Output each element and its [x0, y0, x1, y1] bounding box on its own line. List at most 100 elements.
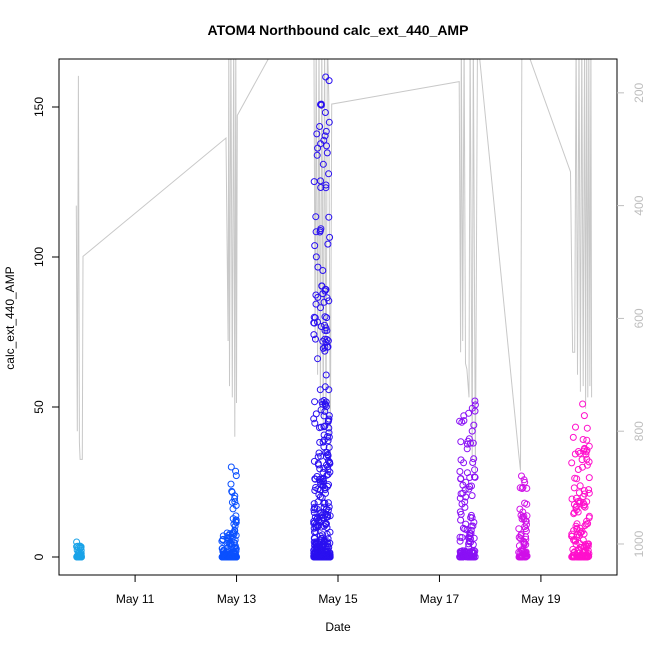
data-point [520, 539, 528, 546]
data-point [311, 242, 319, 250]
data-point [326, 460, 334, 467]
x-tick-label: May 19 [521, 592, 561, 606]
data-point [231, 527, 239, 535]
data-point [320, 423, 328, 431]
data-point [460, 552, 468, 560]
data-point [316, 386, 324, 394]
data-point [319, 531, 327, 539]
data-point [517, 535, 525, 543]
data-point [582, 448, 590, 456]
data-point [232, 467, 240, 475]
data-point [580, 447, 588, 455]
y-right-tick-label: 1000 [632, 530, 646, 557]
data-point [311, 419, 319, 427]
data-point [463, 445, 471, 453]
data-point [325, 297, 333, 305]
data-point [218, 553, 226, 561]
data-point [311, 528, 318, 536]
plot-frame [58, 58, 618, 576]
y-axis-left: 0 50 100 150 [32, 97, 59, 560]
data-point [229, 515, 237, 523]
data-point [460, 417, 468, 425]
data-point [311, 487, 319, 494]
data-point [312, 541, 320, 549]
data-point [321, 109, 329, 116]
data-point [312, 213, 320, 221]
data-point [583, 517, 591, 525]
data-point [325, 77, 333, 85]
data-point [471, 466, 479, 474]
data-point [313, 130, 321, 138]
data-point [231, 492, 239, 500]
data-point [316, 228, 324, 236]
points-layer [73, 73, 593, 561]
x-tick-label: May 11 [116, 592, 155, 606]
data-point [318, 553, 326, 561]
data-point [322, 338, 330, 346]
x-tick-label: May 13 [217, 592, 257, 606]
data-point [515, 525, 523, 533]
data-point [579, 436, 587, 443]
data-point [312, 335, 319, 343]
data-point [457, 456, 465, 464]
data-point [322, 520, 330, 528]
data-point [324, 417, 332, 425]
data-point [322, 371, 330, 379]
y-right-tick-label: 200 [632, 83, 646, 103]
data-point [321, 335, 329, 343]
data-point [325, 213, 333, 221]
data-point [579, 463, 586, 471]
data-point [465, 485, 473, 493]
data-point [570, 484, 578, 492]
data-point [521, 478, 529, 486]
data-point [456, 537, 464, 545]
data-point [578, 527, 586, 535]
chart-title: ATOM4 Northbound calc_ext_440_AMP [208, 22, 469, 38]
data-point [321, 343, 329, 351]
series-2 [310, 73, 334, 561]
data-point [517, 532, 525, 540]
data-point [310, 457, 318, 465]
data-point [581, 522, 589, 529]
data-point [316, 493, 324, 501]
y-right-tick-label: 400 [632, 195, 646, 215]
y-tick-label: 50 [32, 400, 46, 414]
data-point [317, 225, 325, 233]
data-point [316, 509, 324, 517]
data-point [322, 184, 330, 192]
data-point [323, 149, 331, 157]
data-point [522, 548, 530, 556]
data-point [568, 459, 576, 467]
y-axis-label: calc_ext_440_AMP [3, 266, 17, 369]
data-point [325, 170, 333, 178]
data-point [311, 504, 319, 512]
data-point [323, 336, 331, 343]
data-point [324, 437, 332, 445]
data-point [326, 233, 334, 241]
data-point [317, 452, 325, 460]
data-point [323, 513, 331, 521]
data-point [318, 282, 326, 290]
series-4 [515, 472, 531, 561]
x-tick-label: May 15 [318, 592, 358, 606]
data-point [317, 323, 325, 330]
data-point [572, 494, 580, 502]
data-point [466, 548, 473, 556]
data-point [231, 495, 239, 502]
data-point [581, 541, 589, 548]
data-point [324, 535, 332, 543]
data-point [232, 531, 240, 539]
data-point [584, 553, 592, 561]
data-point [227, 553, 235, 561]
secondary-line [75, 59, 593, 477]
data-point [322, 127, 330, 135]
data-point [523, 484, 531, 492]
data-point [310, 319, 318, 327]
data-point [310, 500, 318, 508]
data-point [227, 463, 235, 471]
data-point [519, 508, 527, 516]
data-point [322, 73, 330, 81]
data-point [314, 355, 322, 363]
data-point [227, 539, 235, 547]
data-point [321, 347, 329, 355]
